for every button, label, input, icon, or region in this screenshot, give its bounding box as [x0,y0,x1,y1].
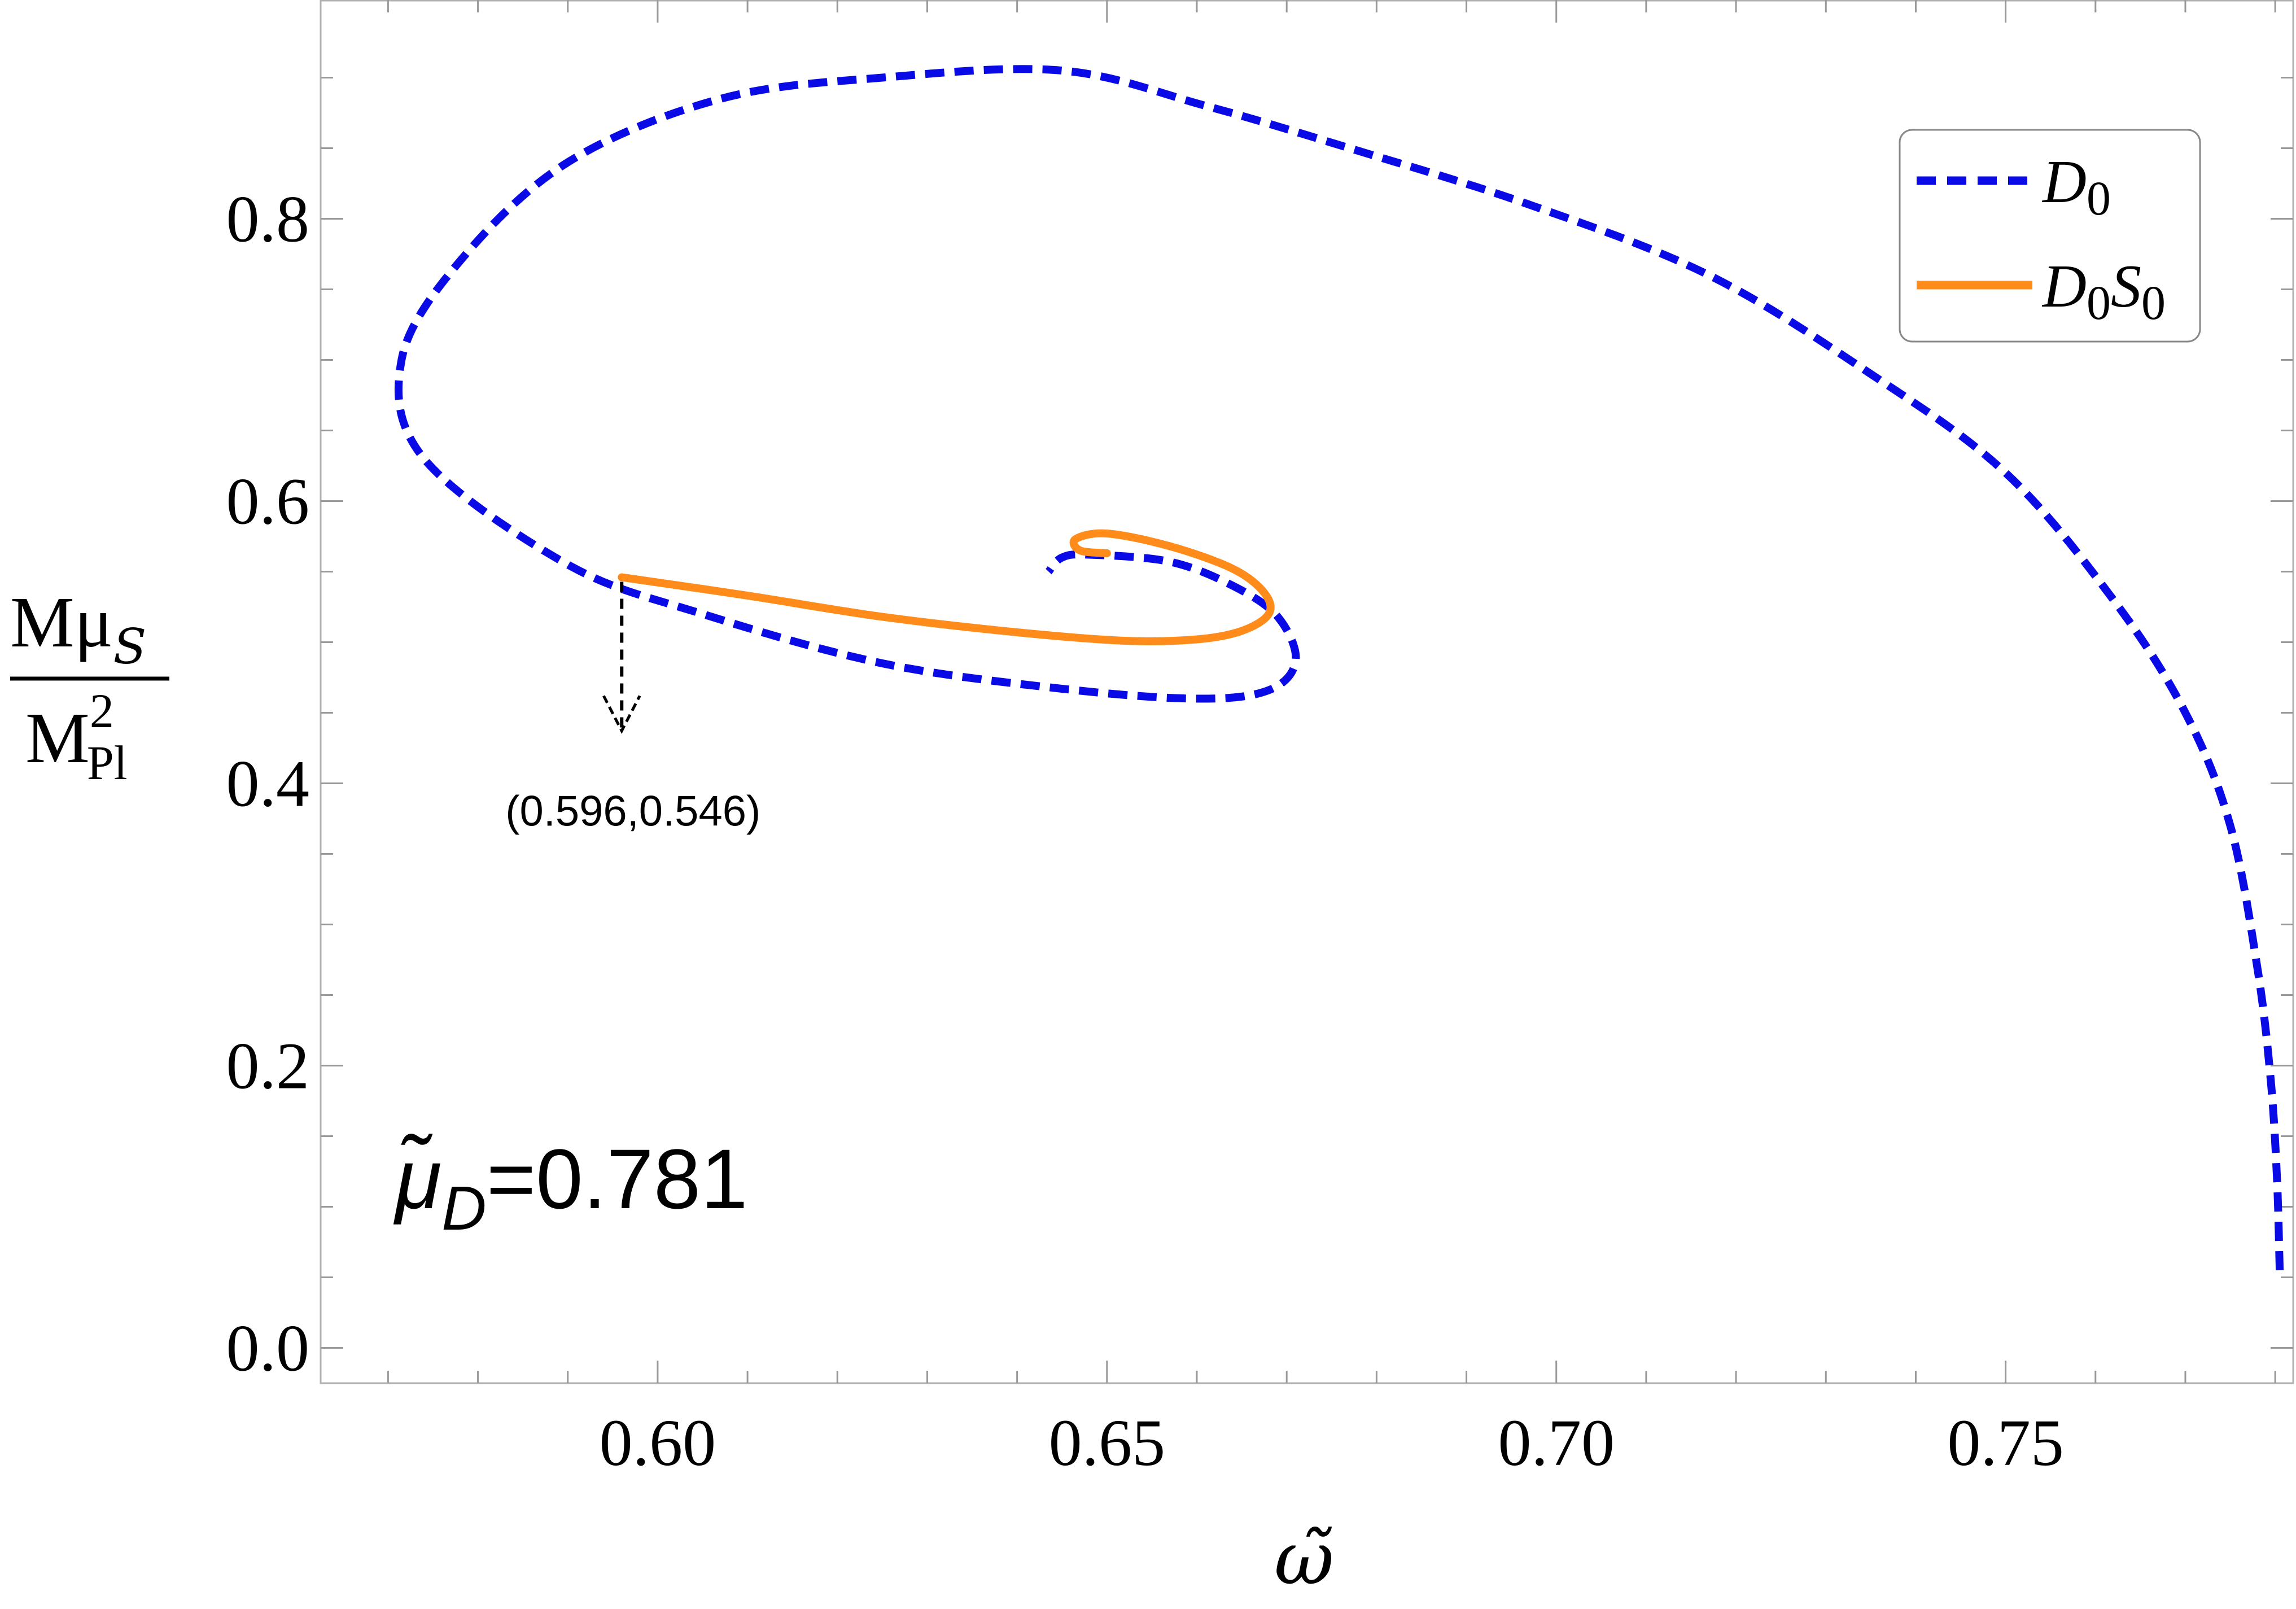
y-axis-label-denominator: M2 Pl [25,684,128,790]
legend-label-d0s0-main-d: D [2041,253,2087,320]
series-line-d0 [394,65,2284,1271]
y-axis-label: MμS M2 Pl [10,582,169,790]
y-label-numerator-subscript: S [113,619,146,675]
legend-label-d0-main: D [2041,148,2087,216]
annotation-arrow [602,581,641,734]
y-label-denominator-superscript: 2 [90,684,114,738]
series-layer [394,65,2284,1271]
y-label-numerator-text: Mμ [10,582,113,662]
x-tick-label: 0.70 [1498,1406,1615,1480]
legend: D0 D0S0 [1899,129,2201,343]
y-tick-label: 0.8 [226,182,310,256]
x-tick-label: 0.65 [1049,1406,1166,1480]
parameter-label: μ̃D=0.781 [393,1131,748,1243]
y-tick-label: 0.4 [226,747,310,821]
axis-tick-labels: 0.60 0.65 0.70 0.75 0.0 0.2 0.4 0.6 0.8 [226,182,2064,1480]
annotation-point-label: (0.596,0.546) [505,788,760,836]
plot-frame [320,0,2294,1384]
y-tick-label: 0.2 [226,1029,310,1103]
y-label-denominator-subscript: Pl [87,736,128,790]
y-tick-label: 0.6 [226,465,310,539]
series-line-d0s0 [618,529,1275,645]
x-axis-label: ω̃ [1274,1515,1334,1601]
x-tick-label: 0.75 [1947,1406,2064,1480]
legend-label-d0s0-sub-d: 0 [2087,276,2111,330]
legend-label-d0-sub: 0 [2087,171,2111,225]
legend-label-d0s0-main-s: S [2111,253,2141,320]
axis-ticks [321,0,2293,1383]
annotation-arrow-head [602,695,641,734]
parameter-subscript: D [441,1174,486,1243]
y-tick-label: 0.0 [226,1311,310,1385]
x-tick-label: 0.60 [600,1406,716,1480]
y-label-denominator-text: M [25,698,90,778]
legend-label-d0s0: D0S0 [2041,253,2166,330]
legend-label-d0s0-sub-s: 0 [2141,276,2166,330]
legend-label-d0: D0 [2041,148,2111,225]
parameter-value: =0.781 [487,1131,748,1226]
y-axis-label-numerator: MμS [10,582,146,675]
parameter-symbol: μ̃ [393,1131,441,1226]
